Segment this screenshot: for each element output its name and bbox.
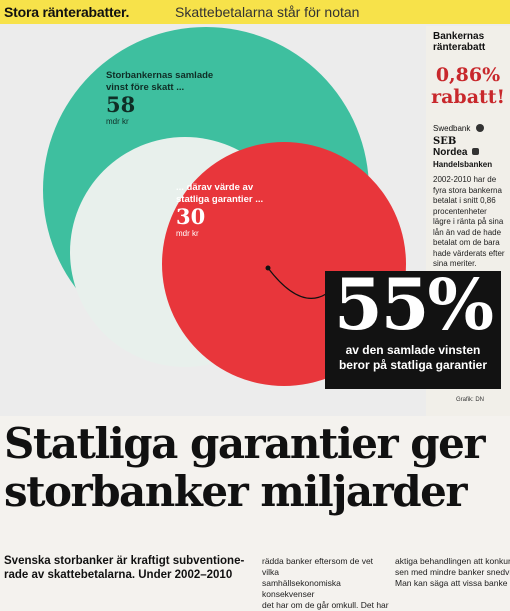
lede-line1: Svenska storbanker är kraftigt subventio…: [4, 555, 245, 567]
rabatt-figure: 0,86% rabatt!: [428, 64, 508, 108]
inner-label-line1: ... därav värde av: [176, 182, 254, 193]
inner-label: ... därav värde av statliga garantier ..…: [176, 182, 263, 206]
outer-label-line2: vinst före skatt ...: [106, 82, 185, 93]
sidebar-text-line: fyra stora bankerna: [433, 185, 502, 195]
outer-label: Storbankernas samlade vinst före skatt .…: [106, 70, 213, 94]
headline-line1: Statliga garantier ger: [4, 419, 485, 468]
inner-value: 30: [176, 204, 206, 229]
big-caption-line2: beror på statliga garantier: [338, 358, 488, 372]
circles-graphic: [43, 27, 406, 386]
rabatt-word: rabatt!: [431, 86, 505, 108]
header-title: Stora ränterabatter.: [4, 4, 130, 20]
inner-unit: mdr kr: [176, 229, 199, 238]
big-percent: 55%: [334, 263, 494, 346]
column-line: det har om de går omkull. Det har: [262, 600, 389, 610]
percent-box: 55% av den samlade vinsten beror på stat…: [325, 263, 501, 389]
sidebar-text-line: hade värderats efter: [433, 248, 505, 258]
outer-unit: mdr kr: [106, 117, 129, 126]
column-line: sen med mindre banker snedvrids: [395, 567, 510, 577]
graphic-credit: Grafik: DN: [456, 397, 485, 403]
column-line: samhällsekonomiska konsekvenser: [262, 578, 341, 599]
article-headline: Statliga garantier ger storbanker miljar…: [4, 420, 510, 516]
sidebar-title: Bankernas ränterabatt: [433, 31, 509, 53]
sidebar-text-line: lägre i ränta på sina: [433, 217, 504, 226]
big-percent-caption: av den samlade vinsten beror på statliga…: [325, 343, 501, 373]
sidebar-text-line: 2002-2010 har de: [433, 175, 497, 184]
outer-value: 58: [106, 92, 136, 117]
bank-nordea-label: Nordea: [433, 147, 468, 158]
column-line: Man kan säga att vissa banke: [395, 578, 508, 588]
header-bar: Stora ränterabatter. Skattebetalarna stå…: [0, 0, 510, 24]
pointer-dot: [265, 265, 271, 271]
article-column-3: aktiga behandlingen att konkurren sen me…: [395, 556, 510, 589]
sidebar-text-line: betalat i snitt 0,86: [433, 196, 496, 205]
bank-handelsbanken: Handelsbanken: [433, 160, 493, 169]
infographic: Storbankernas samlade vinst före skatt .…: [0, 24, 510, 416]
header-subtitle: Skattebetalarna står för notan: [175, 4, 360, 20]
bank-nordea: Nordea: [433, 147, 480, 158]
lede-line2: rade av skattebetalarna. Under 2002–2010: [4, 569, 233, 581]
swedbank-logo-icon: [475, 124, 484, 132]
outer-label-line1: Storbankernas samlade: [106, 70, 214, 81]
sidebar-title-line2: ränterabatt: [433, 42, 486, 53]
bank-seb: SEB: [433, 136, 457, 147]
column-line: aktiga behandlingen att konkurren: [395, 556, 510, 566]
column-line: rädda banker eftersom de vet vilka: [262, 556, 374, 577]
pointer-line: [267, 267, 327, 299]
headline-line2: storbanker miljarder: [4, 467, 467, 516]
sidebar-text-line: sina meriter.: [433, 259, 477, 268]
big-caption-line1: av den samlade vinsten: [345, 343, 481, 357]
bank-swedbank: Swedbank: [433, 124, 484, 133]
inner-label-line2: statliga garantier ...: [176, 194, 264, 205]
article-column-2: rädda banker eftersom de vet vilka samhä…: [262, 556, 392, 611]
sidebar-text-line: procentenheter: [433, 206, 487, 216]
sidebar-title-line1: Bankernas: [433, 31, 485, 42]
article-lede: Svenska storbanker är kraftigt subventio…: [4, 554, 254, 582]
sidebar-text-line: lån än vad de hade: [433, 227, 502, 237]
rabatt-percent: 0,86%: [435, 64, 501, 86]
sidebar-text-line: betalat om de bara: [433, 238, 500, 247]
nordea-logo-icon: [472, 148, 480, 155]
sidebar-text: 2002-2010 har de fyra stora bankerna bet…: [433, 175, 509, 270]
bank-swedbank-label: Swedbank: [433, 124, 471, 133]
